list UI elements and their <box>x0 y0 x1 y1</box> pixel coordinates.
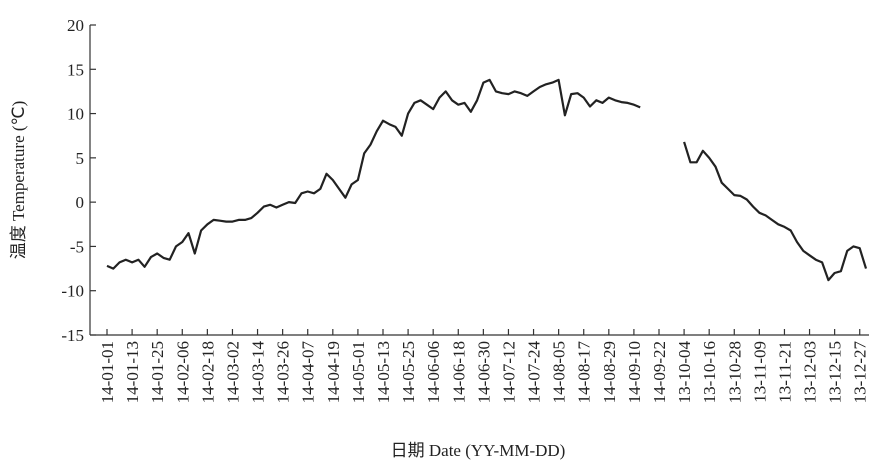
data-line <box>683 141 868 282</box>
x-tick-label: 14-06-06 <box>424 341 443 403</box>
y-axis-label: 温度 Temperature (℃) <box>9 101 28 260</box>
x-axis-label: 日期 Date (YY-MM-DD) <box>391 441 566 460</box>
y-tick-label: 20 <box>67 16 84 35</box>
x-tick-label: 14-02-06 <box>173 341 192 403</box>
x-tick-label: 14-01-01 <box>98 341 117 403</box>
x-tick-label: 13-10-16 <box>700 341 719 403</box>
x-tick-label: 14-02-18 <box>198 341 217 403</box>
y-tick-label: -15 <box>61 326 84 345</box>
x-tick-label: 14-07-12 <box>499 341 518 403</box>
x-tick-label: 14-03-14 <box>249 341 268 404</box>
x-tick-label: 13-12-15 <box>826 341 845 403</box>
x-tick-label: 14-09-22 <box>650 341 669 403</box>
x-tick-label: 13-10-04 <box>675 341 694 404</box>
y-tick-label: 15 <box>67 60 84 79</box>
x-tick-label: 13-12-03 <box>801 341 820 403</box>
x-tick-label: 14-09-10 <box>625 341 644 403</box>
x-tick-label: 14-08-17 <box>575 341 594 404</box>
x-tick-label: 14-05-13 <box>374 341 393 403</box>
x-tick-label: 13-12-27 <box>851 341 869 404</box>
x-tick-label: 14-04-19 <box>324 341 343 403</box>
x-tick-label: 14-03-02 <box>223 341 242 403</box>
y-tick-label: 10 <box>67 105 84 124</box>
y-tick-label: -5 <box>70 237 84 256</box>
x-tick-label: 13-10-28 <box>725 341 744 403</box>
x-tick-label: 13-11-09 <box>750 341 769 403</box>
y-tick-label: 5 <box>76 149 85 168</box>
x-tick-label: 14-03-26 <box>274 341 293 403</box>
x-tick-label: 14-08-29 <box>600 341 619 403</box>
x-tick-label: 14-01-25 <box>148 341 167 403</box>
x-tick-label: 14-06-30 <box>474 341 493 403</box>
y-tick-label: -10 <box>61 282 84 301</box>
data-line <box>106 78 641 270</box>
x-tick-label: 14-07-24 <box>525 341 544 404</box>
x-tick-label: 14-05-25 <box>399 341 418 403</box>
y-tick-label: 0 <box>76 193 85 212</box>
x-tick-label: 14-05-01 <box>349 341 368 403</box>
x-tick-label: 13-11-21 <box>775 341 794 403</box>
x-tick-label: 14-06-18 <box>449 341 468 403</box>
x-tick-label: 14-08-05 <box>550 341 569 403</box>
x-tick-label: 14-04-07 <box>299 341 318 404</box>
x-tick-label: 14-01-13 <box>123 341 142 403</box>
